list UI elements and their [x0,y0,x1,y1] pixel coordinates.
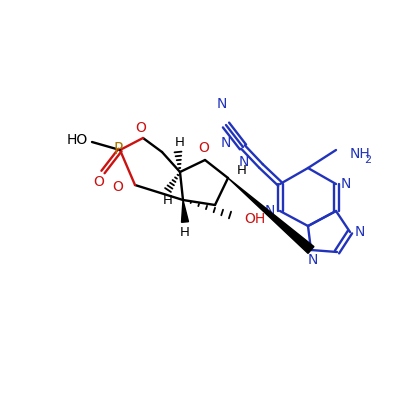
Text: HO: HO [67,133,88,147]
Text: H: H [175,136,185,148]
Text: O: O [136,121,146,135]
Text: 2: 2 [364,155,371,165]
Text: N: N [341,177,351,191]
Text: H: H [180,226,190,238]
Text: P: P [113,142,123,158]
Text: N: N [308,253,318,267]
Text: N: N [239,155,249,169]
Text: O: O [94,175,104,189]
Text: OH: OH [244,212,265,226]
Text: N: N [217,97,227,111]
Polygon shape [182,200,188,222]
Text: O: O [112,180,123,194]
Text: H: H [237,164,247,176]
Text: H: H [163,194,173,206]
Text: NH: NH [350,147,371,161]
Text: N: N [265,204,275,218]
Polygon shape [228,178,314,253]
Text: N: N [221,136,231,150]
Text: O: O [198,141,210,155]
Text: N: N [355,225,365,239]
